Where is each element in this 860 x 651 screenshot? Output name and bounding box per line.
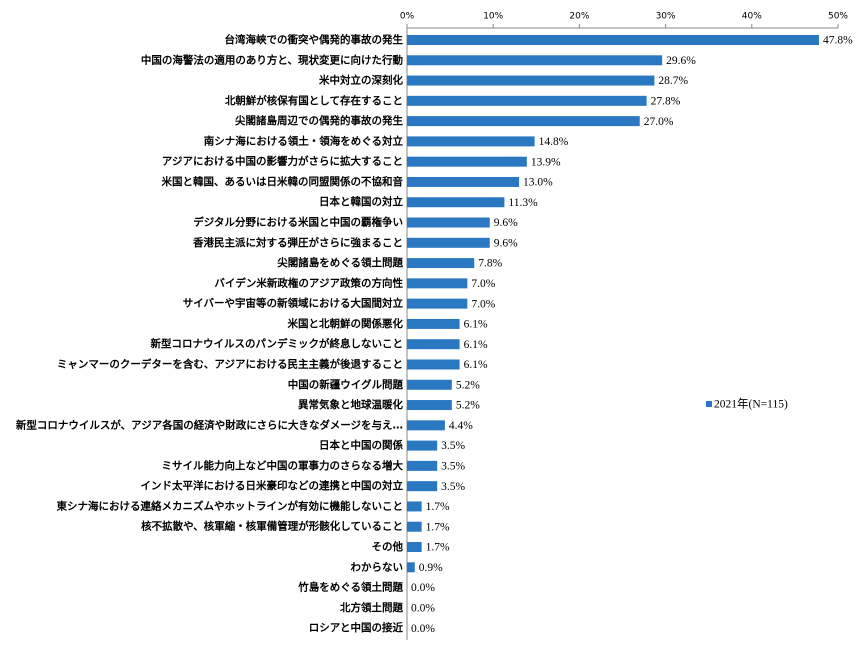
value-label: 6.1% [464,359,488,371]
value-label: 0.0% [411,602,435,614]
bar [407,359,460,370]
value-label: 0.9% [419,562,443,574]
bar [407,95,647,106]
x-tick-label: 30% [656,12,676,22]
x-tick-label: 20% [569,12,589,22]
value-label: 7.8% [478,258,502,270]
category-label: 米国と韓国、あるいは日米韓の同盟関係の不協和音 [161,175,404,188]
value-label: 7.0% [471,298,495,310]
category-label: 中国の海警法の適用のあり方と、現状変更に向けた行動 [141,53,404,66]
category-label: インド太平洋における日米豪印などの連携と中国の対立 [141,479,404,492]
value-label: 29.6% [666,55,696,67]
category-label: 香港民主派に対する弾圧がさらに強まること [192,236,403,249]
category-label: サイバーや宇宙等の新領域における大国間対立 [183,297,404,310]
x-tick-label: 0% [400,12,415,22]
value-label: 0.0% [411,582,435,594]
category-label: 米国と北朝鮮の関係悪化 [287,317,404,330]
category-label: 異常気象と地球温暖化 [298,398,403,411]
bar [407,420,445,431]
category-label: 日本と韓国の対立 [319,195,403,208]
category-label: 南シナ海における領土・領海をめぐる対立 [204,134,404,147]
bar [407,197,505,208]
bar [407,400,452,411]
bar [407,116,640,127]
bar [407,460,438,471]
category-label: アジアにおける中国の影響力がさらに拡大すること [162,155,403,168]
value-label: 7.0% [471,278,495,290]
x-tick-label: 50% [828,12,848,22]
bar [407,542,422,552]
value-label: 1.7% [426,521,450,533]
bar [407,176,520,187]
category-label: 尖閣諸島周辺での偶発的事故の発生 [235,114,403,127]
value-label: 5.2% [456,379,480,391]
bar [407,217,490,228]
value-label: 13.9% [531,156,561,168]
bar [407,136,535,147]
x-tick-label: 40% [742,12,762,22]
bar [407,562,415,573]
category-label: 新型コロナウイルスのパンデミックが終息しないこと [150,337,403,350]
value-label: 0.0% [411,623,435,635]
bar [407,379,452,390]
category-label: ロシアと中国の接近 [309,621,404,634]
bar [407,278,468,289]
bar [407,298,468,309]
value-label: 1.7% [426,501,450,513]
value-label: 6.1% [464,319,488,331]
value-label: 5.2% [456,400,480,412]
value-label: 1.7% [426,542,450,554]
category-label: バイデン米新政権のアジア政策の方向性 [214,276,403,289]
category-label: その他 [372,540,404,553]
bar [407,521,422,532]
category-label: 米中対立の深刻化 [318,74,403,87]
category-label: ミャンマーのクーデターを含む、アジアにおける民主主義が後退すること [57,357,403,370]
category-label: 北方領土問題 [340,601,403,614]
legend-label: 2021年(N=115) [714,397,788,411]
category-label: デジタル分野における米国と中国の覇権争い [193,216,403,229]
category-label: 中国の新疆ウイグル問題 [288,378,404,391]
category-label: ミサイル能力向上など中国の軍事力のさらなる増大 [162,459,404,472]
value-label: 11.3% [508,197,538,209]
category-label: 北朝鮮が核保有国として存在すること [225,94,403,107]
bar [407,35,820,45]
value-label: 47.8% [823,35,853,47]
value-label: 27.8% [651,95,681,107]
category-label: 台湾海峡での衝突や偶発的事故の発生 [225,33,404,46]
bar [407,339,460,350]
value-label: 3.5% [441,461,465,473]
bar [407,55,663,66]
bar [407,156,527,167]
value-label: 13.0% [523,177,553,189]
value-label: 28.7% [658,75,688,87]
category-label: 新型コロナウイルスが、アジア各国の経済や財政にさらに大きなダメージを与え… [16,418,403,431]
value-label: 27.0% [644,116,674,128]
category-label: 竹島をめぐる領土問題 [297,581,403,594]
category-label: 日本と中国の関係 [319,439,403,452]
value-label: 6.1% [464,339,488,351]
bar [407,237,490,248]
x-tick-label: 10% [483,12,503,22]
value-label: 3.5% [441,481,465,493]
bar [407,318,460,329]
category-label: わからない [351,561,404,573]
value-label: 4.4% [449,420,473,432]
category-label: 東シナ海における連絡メカニズムやホットラインが有効に機能しないこと [57,499,404,512]
value-label: 3.5% [441,440,465,452]
value-label: 9.6% [494,217,518,229]
value-label: 9.6% [494,237,518,249]
category-label: 尖閣諸島をめぐる領土問題 [277,256,403,269]
bar [407,481,438,492]
bar [407,501,422,512]
category-label: 核不拡散や、核軍縮・核軍備管理が形骸化していること [141,520,403,533]
legend-marker [706,401,712,407]
bar [407,75,655,86]
bar [407,258,475,269]
bar [407,440,438,451]
value-label: 14.8% [539,136,569,148]
